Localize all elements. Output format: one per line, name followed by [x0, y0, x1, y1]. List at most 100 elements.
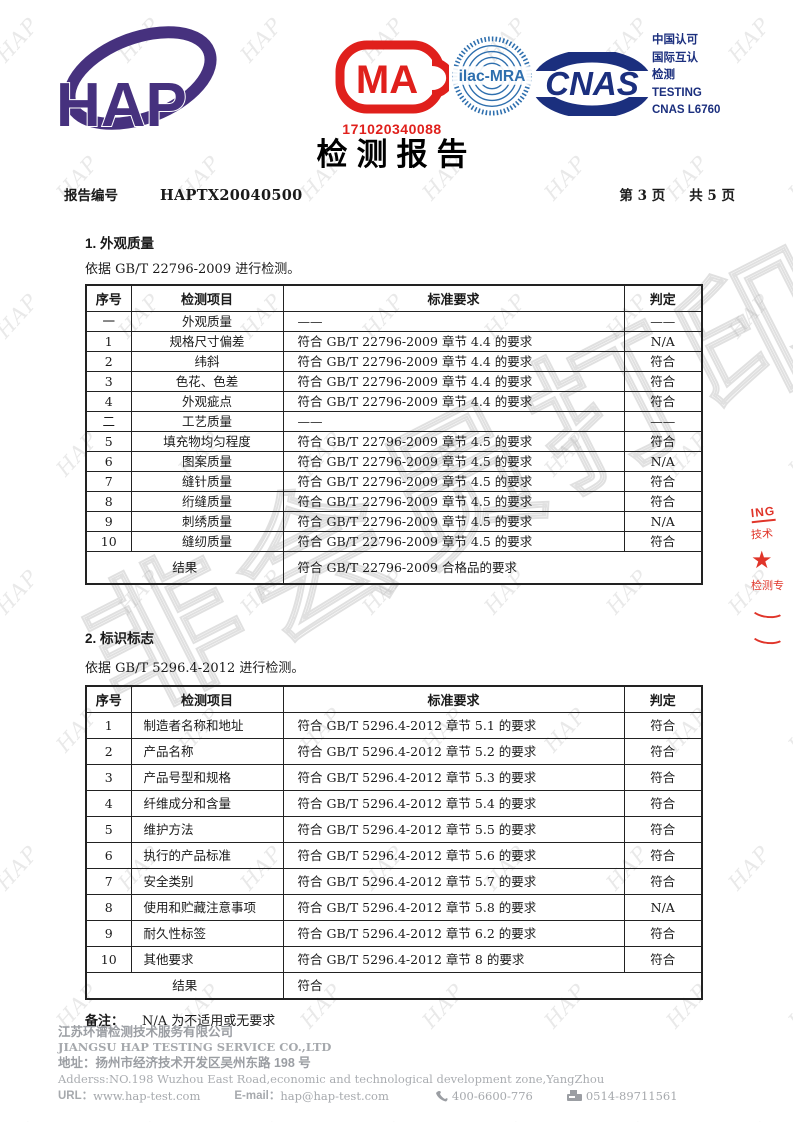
table-cell: 符合: [623, 738, 703, 765]
table-cell: 1: [85, 331, 132, 352]
fax-icon: [566, 1090, 582, 1102]
table-cell: N/A: [623, 894, 703, 921]
table-cell: 符合 GB/T 22796-2009 章节 4.4 的要求: [282, 391, 625, 412]
page-indicator: 第 3 页 共 5 页: [619, 184, 735, 204]
table-cell: 9: [85, 920, 132, 947]
table-cell: 执行的产品标准: [130, 842, 284, 869]
table-cell: 10: [85, 946, 132, 973]
table-cell: 符合: [623, 471, 703, 492]
table-cell: 其他要求: [130, 946, 284, 973]
table-header-row: 序号 检测项目 标准要求 判定: [85, 284, 703, 312]
table-cell: 1: [85, 712, 132, 739]
table-row: 二工艺质量 —— ——: [85, 411, 703, 432]
table-cell: 色花、色差: [130, 371, 284, 392]
table-row: 4 纤维成分和含量 符合 GB/T 5296.4-2012 章节 5.4 的要求 符合: [85, 790, 703, 817]
table-cell: 6: [85, 451, 132, 472]
hap-watermark: HAP: [783, 427, 793, 481]
remark-text: N/A 为不适用或无要求: [142, 1014, 276, 1029]
table-row: 10 其他要求 符合 GB/T 5296.4-2012 章节 8 的要求 符合: [85, 946, 703, 973]
column-header: 标准要求: [282, 685, 625, 713]
table-cell: 符合 GB/T 22796-2009 章节 4.5 的要求: [282, 511, 625, 532]
company-name-en: JIANGSU HAP TESTING SERVICE CO.,LTD: [58, 1040, 332, 1054]
table-cell: 符合 GB/T 22796-2009 章节 4.5 的要求: [282, 451, 625, 472]
email-value: hap@hap-test.com: [280, 1089, 389, 1103]
seal-border-arc: [750, 599, 786, 620]
table-cell: 缝纫质量: [130, 531, 284, 552]
cma-icon: MA: [335, 40, 455, 114]
hap-watermark: HAP: [479, 1117, 531, 1122]
table-row: 1 制造者名称和地址 符合 GB/T 5296.4-2012 章节 5.1 的要求符…: [85, 712, 703, 739]
column-header: 判定: [623, 685, 703, 713]
table-cell: 符合: [282, 972, 703, 1000]
hap-logo: HAP: [52, 26, 220, 156]
cma-certificate-number: 171020340088: [342, 121, 442, 137]
appearance-quality-table: 序号 检测项目 标准要求 判定 一外观质量 —— —— 1 规格尺寸偏差 符合 GB/T 227…: [85, 284, 703, 585]
table-row: 7 安全类别 符合 GB/T 5296.4-2012 章节 5.7 的要求 符合: [85, 868, 703, 895]
table-row: 8 绗缝质量 符合 GB/T 22796-2009 章节 4.5 的要求 符合: [85, 491, 703, 512]
table-cell: 符合 GB/T 22796-2009 章节 4.5 的要求: [282, 531, 625, 552]
accreditation-line: TESTING: [652, 86, 702, 99]
table-cell: 4: [85, 790, 132, 817]
cma-mark: MA 171020340088: [335, 40, 455, 137]
table-cell: 绗缝质量: [130, 491, 284, 512]
table-cell: 符合 GB/T 5296.4-2012 章节 6.2 的要求: [282, 920, 625, 947]
table-cell: 符合: [623, 431, 703, 452]
url-value: www.hap-test.com: [93, 1089, 201, 1103]
table-row: 4 外观疵点 符合 GB/T 22796-2009 章节 4.4 的要求 符合: [85, 391, 703, 412]
table-result-row: 结果 符合 GB/T 22796-2009 合格品的要求: [85, 551, 703, 585]
seal-arc-text: ING: [750, 504, 777, 524]
table-cell: 缝针质量: [130, 471, 284, 492]
section-heading: 1. 外观质量: [85, 236, 155, 251]
ilac-mra-mark: ilac-MRA: [451, 35, 533, 121]
table-cell: 外观质量: [130, 311, 284, 332]
svg-text:HAP: HAP: [56, 71, 187, 140]
table-cell: 二: [85, 411, 132, 432]
column-header: 序号: [85, 284, 132, 312]
official-seal-fragment: ING 技术 ★ 检测专: [750, 504, 793, 646]
section-marking: 2. 标识标志 依据 GB/T 5296.4-2012 进行检测。 序号 检测项目…: [85, 627, 703, 1000]
table-row: 7 缝针质量 符合 GB/T 22796-2009 章节 4.5 的要求 符合: [85, 471, 703, 492]
hap-logo-icon: HAP: [55, 26, 217, 141]
table-cell: 符合: [623, 764, 703, 791]
table-row: 9 刺绣质量 符合 GB/T 22796-2009 章节 4.5 的要求 N/A: [85, 511, 703, 532]
table-cell: 符合: [623, 946, 703, 973]
accreditation-text: 中国认可 国际互认 检测 TESTING CNAS L6760: [652, 32, 720, 120]
seal-text: 检测专: [751, 580, 784, 592]
table-cell: 符合 GB/T 5296.4-2012 章节 5.6 的要求: [282, 842, 625, 869]
hap-watermark: HAP: [113, 1117, 165, 1122]
hap-watermark: HAP: [723, 1117, 775, 1122]
table-cell: 符合 GB/T 5296.4-2012 章节 5.8 的要求: [282, 894, 625, 921]
table-cell: 符合 GB/T 5296.4-2012 章节 8 的要求: [282, 946, 625, 973]
table-cell: 符合: [623, 371, 703, 392]
table-row: 3 产品号型和规格 符合 GB/T 5296.4-2012 章节 5.3 的要求 符合: [85, 764, 703, 791]
test-basis: 依据 GB/T 22796-2009 进行检测。: [85, 262, 301, 277]
cnas-mark: CNAS: [531, 49, 653, 120]
hap-watermark: HAP: [0, 841, 44, 895]
table-header-row: 序号 检测项目 标准要求 判定: [85, 685, 703, 713]
table-cell: 10: [85, 531, 132, 552]
table-row: 2 纬斜 符合 GB/T 22796-2009 章节 4.4 的要求 符合: [85, 351, 703, 372]
table-row: 2 产品名称 符合 GB/T 5296.4-2012 章节 5.2 的要求 符合: [85, 738, 703, 765]
hap-watermark: HAP: [723, 841, 776, 895]
address-en: Adderss:NO.198 Wuzhou East Road,economic…: [58, 1072, 605, 1086]
column-header: 检测项目: [130, 685, 284, 713]
hap-watermark: HAP: [0, 289, 44, 343]
table-cell: 规格尺寸偏差: [130, 331, 284, 352]
table-cell: 纬斜: [130, 351, 284, 372]
table-cell: 2: [85, 738, 132, 765]
table-cell: 符合 GB/T 5296.4-2012 章节 5.4 的要求: [282, 790, 625, 817]
svg-text:CNAS: CNAS: [545, 65, 639, 102]
table-cell: 6: [85, 842, 132, 869]
hap-watermark: HAP: [723, 289, 776, 343]
remark-label: 备注：: [85, 1013, 125, 1028]
hap-watermark: HAP: [783, 979, 793, 1033]
table-cell: 产品号型和规格: [130, 764, 284, 791]
fax-number: 0514-89711561: [585, 1089, 678, 1103]
table-cell: 纤维成分和含量: [130, 790, 284, 817]
table-cell: N/A: [623, 511, 703, 532]
table-cell: 符合 GB/T 5296.4-2012 章节 5.5 的要求: [282, 816, 625, 843]
column-header: 判定: [623, 284, 703, 312]
table-cell: 耐久性标签: [130, 920, 284, 947]
table-cell: 8: [85, 894, 132, 921]
